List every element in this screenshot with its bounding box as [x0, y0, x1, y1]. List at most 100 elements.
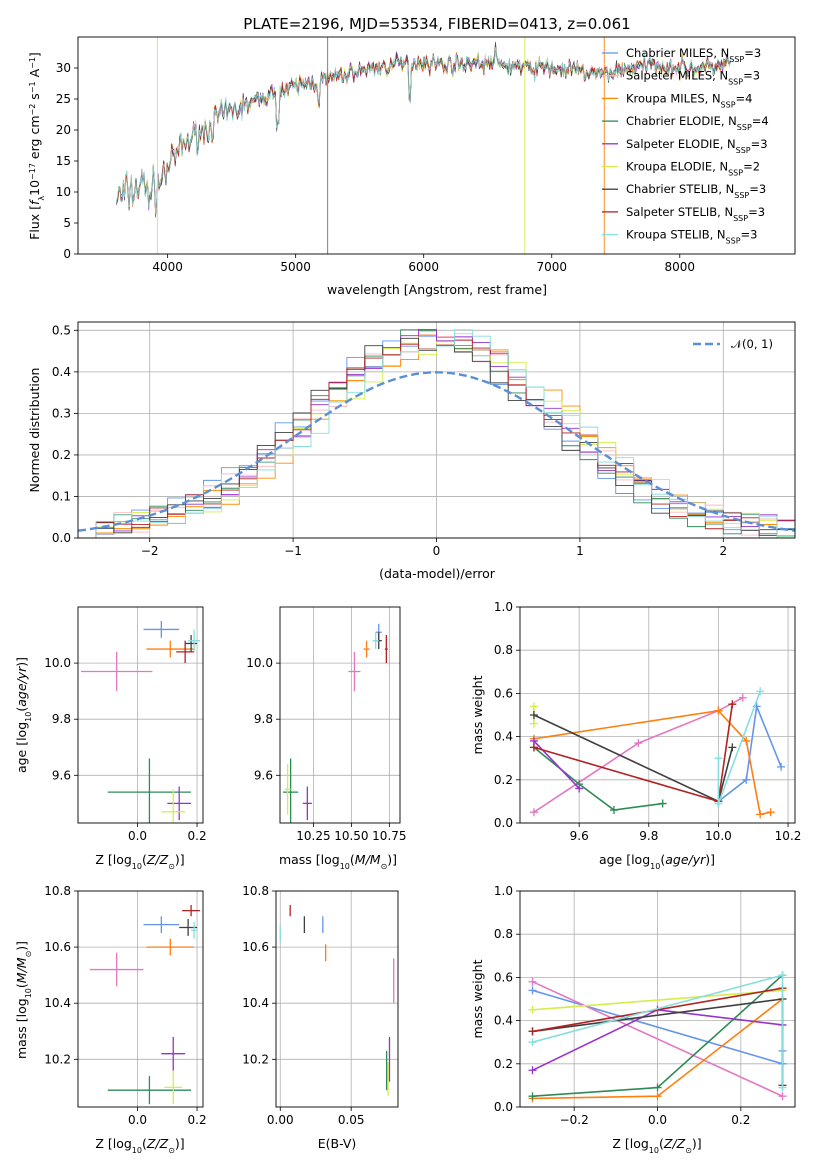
legend-label: 𝒩(0, 1): [731, 337, 773, 351]
x-axis-label: Z [log10(Z/Z⊙)]: [95, 1136, 184, 1155]
y-axis-label: mass weight: [470, 675, 485, 754]
y-tick-label: 0.0: [494, 1100, 513, 1114]
plot-area: [78, 328, 795, 538]
weight-marker: [714, 706, 723, 715]
weight-marker: [728, 700, 737, 709]
x-axis-label: age [log10(age/yr)]: [599, 852, 715, 871]
axes-frame: [519, 890, 796, 1108]
plot-area: [528, 971, 787, 1103]
y-tick-label: 0.0: [494, 816, 513, 830]
y-tick-label: 0.6: [494, 686, 513, 700]
plot-area: [279, 905, 395, 1096]
x-tick-label: 0.0: [128, 829, 147, 843]
x-axis-label: wavelength [Angstrom, rest frame]: [327, 282, 547, 297]
x-tick-label: 10.25: [296, 829, 330, 843]
weight-line: [533, 740, 580, 789]
weight-marker: [714, 754, 723, 763]
plot-area: [80, 621, 201, 823]
x-tick-label: 10.50: [334, 829, 368, 843]
weight-marker: [658, 799, 667, 808]
weight-line: [717, 703, 782, 803]
y-tick-label: 9.6: [254, 768, 273, 782]
panel-mass-vs-Z: 0.0 0.2 10.2 10.4 10.6 10.8: [44, 884, 206, 1127]
x-tick-label: 9.6: [570, 829, 589, 843]
weight-marker: [528, 1092, 537, 1101]
y-tick-label: 9.6: [52, 768, 71, 782]
y-tick-label: 0.2: [52, 448, 71, 462]
panel-mass-weight-vs-age: 9.6 9.8 10.0 10.2 0.0 0.2 0.4 0.6 0.8 1.0: [494, 600, 801, 843]
plot-area: [89, 905, 201, 1105]
x-tick-label: 6000: [408, 260, 439, 274]
y-tick-label: 0.5: [52, 323, 71, 337]
y-tick-label: 10.0: [246, 656, 273, 670]
x-axis-label: Z [log10(Z/Z⊙)]: [95, 852, 184, 871]
x-tick-label: 4000: [152, 260, 183, 274]
x-tick-label: 0.2: [188, 1113, 207, 1127]
weight-marker: [634, 739, 643, 748]
x-tick-label: 0.05: [338, 1113, 365, 1127]
y-tick-label: 30: [56, 61, 71, 75]
axes-frame: [519, 606, 796, 824]
x-tick-label: 10.0: [705, 829, 732, 843]
weight-marker: [742, 775, 751, 784]
axes-frame: [77, 321, 796, 539]
y-tick-label: 0.4: [494, 1014, 513, 1028]
weight-marker: [653, 1092, 662, 1101]
y-tick-label: 10.4: [44, 996, 71, 1010]
legend-label: Salpeter ELODIE, NSSP=3: [626, 137, 768, 155]
weight-marker: [529, 702, 538, 711]
x-tick-label: 7000: [536, 260, 567, 274]
axes-frame: [77, 890, 204, 1108]
y-tick-label: 15: [56, 154, 71, 168]
x-tick-label: −2: [141, 544, 159, 558]
x-tick-label: 2: [719, 544, 727, 558]
y-tick-label: 0.2: [494, 1057, 513, 1071]
weight-line: [532, 989, 783, 1011]
panel-spectrum: 4000 5000 6000 7000 8000 0 5 10 15 20 25 30: [56, 36, 796, 274]
weight-marker: [756, 810, 765, 819]
weight-marker: [609, 806, 618, 815]
x-tick-label: 0.00: [267, 1113, 294, 1127]
y-tick-label: 10.8: [242, 884, 269, 898]
legend-label: Chabrier STELIB, NSSP=3: [626, 182, 766, 200]
panel-mass-vs-ebv: 0.00 0.05 10.2 10.4 10.6 10.8: [242, 884, 399, 1127]
weight-marker: [756, 687, 765, 696]
panel-age-vs-mass: 10.25 10.50 10.75 9.6 9.8 10.0: [246, 606, 407, 843]
x-tick-label: 5000: [280, 260, 311, 274]
axes-frame: [279, 606, 401, 824]
y-tick-label: 1.0: [494, 884, 513, 898]
legend-label: Chabrier ELODIE, NSSP=4: [626, 114, 769, 132]
panel-mass-weight-vs-Z: −0.2 0.0 0.2 0.0 0.2 0.4 0.6 0.8 1.0: [494, 884, 796, 1127]
y-tick-label: 0.2: [494, 773, 513, 787]
spectrum-line: [116, 47, 731, 215]
y-tick-label: 0: [63, 247, 71, 261]
x-tick-label: −0.2: [560, 1113, 589, 1127]
weight-marker: [738, 693, 747, 702]
axes-frame: [275, 890, 399, 1108]
weight-marker: [529, 808, 538, 817]
weight-line: [532, 987, 783, 1033]
legend: Chabrier MILES, NSSP=3 Salpeter MILES, NS…: [602, 46, 769, 245]
y-tick-label: 9.8: [52, 712, 71, 726]
y-axis-label: mass [log10(M/M⊙)]: [14, 941, 33, 1059]
weight-marker: [528, 1038, 537, 1047]
weight-line: [533, 704, 734, 803]
x-tick-label: 0: [433, 544, 441, 558]
weight-marker: [575, 784, 584, 793]
x-axis-label: (data-model)/error: [379, 566, 496, 581]
x-tick-label: 1: [576, 544, 584, 558]
y-axis-label: Flux [fλ10−17 erg cm−2 s−1 A−1]: [27, 52, 46, 240]
weight-marker: [653, 1083, 662, 1092]
legend-label: Salpeter STELIB, NSSP=3: [626, 205, 765, 223]
y-tick-label: 10.2: [242, 1052, 269, 1066]
weight-marker: [778, 971, 787, 980]
y-tick-label: 10.8: [44, 884, 71, 898]
weight-marker: [778, 1092, 787, 1101]
chart-title: PLATE=2196, MJD=53534, FIBERID=0413, z=0…: [243, 15, 630, 33]
plot-area: [529, 687, 786, 819]
y-tick-label: 0.8: [494, 927, 513, 941]
legend-label: Kroupa STELIB, NSSP=3: [626, 228, 757, 246]
y-tick-label: 1.0: [494, 600, 513, 614]
legend-label: Salpeter MILES, NSSP=3: [626, 69, 760, 87]
x-tick-label: 8000: [664, 260, 695, 274]
